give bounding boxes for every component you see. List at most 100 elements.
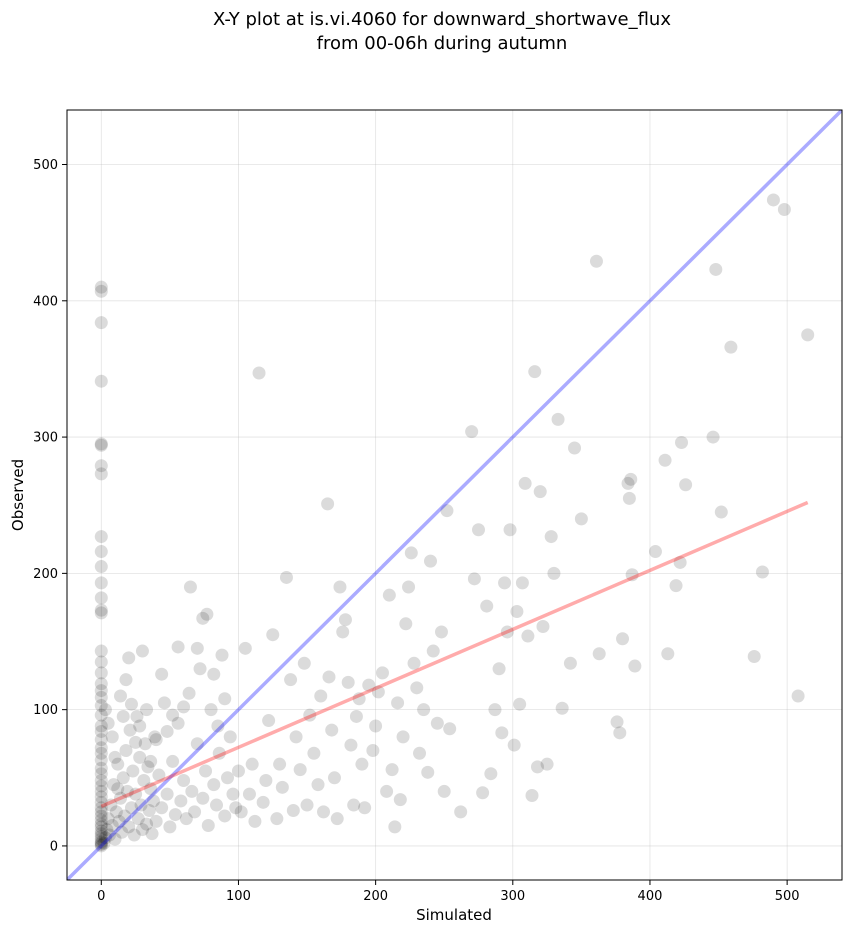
data-point <box>279 570 293 584</box>
data-point <box>140 703 154 717</box>
data-point <box>94 761 108 775</box>
data-point <box>207 667 221 681</box>
data-point <box>94 699 108 713</box>
data-point <box>94 801 108 815</box>
data-point <box>94 784 108 798</box>
data-point <box>589 254 603 268</box>
data-point <box>144 754 158 768</box>
data-point <box>413 746 427 760</box>
data-point <box>396 730 410 744</box>
data-point <box>327 771 341 785</box>
data-point <box>495 726 509 740</box>
data-point <box>105 818 119 832</box>
data-point <box>135 823 149 837</box>
y-tick-label: 400 <box>33 294 58 309</box>
data-point <box>98 831 112 845</box>
data-point <box>791 689 805 703</box>
data-point <box>347 798 361 812</box>
data-point <box>94 280 108 294</box>
data-point <box>137 774 151 788</box>
data-point <box>307 746 321 760</box>
data-point <box>648 545 662 559</box>
data-point <box>393 793 407 807</box>
data-point <box>94 832 108 846</box>
data-point <box>211 719 225 733</box>
data-point <box>101 716 115 730</box>
data-point <box>551 412 565 426</box>
data-point <box>467 572 481 586</box>
data-point <box>130 709 144 723</box>
data-point <box>215 648 229 662</box>
data-point <box>270 812 284 826</box>
data-point <box>402 580 416 594</box>
data-point <box>94 438 108 452</box>
data-point <box>190 641 204 655</box>
data-point <box>289 730 303 744</box>
data-point <box>126 764 140 778</box>
data-point <box>127 828 141 842</box>
data-point <box>94 719 108 733</box>
data-point <box>94 437 108 451</box>
data-point <box>352 692 366 706</box>
grid-lines <box>67 110 842 880</box>
data-point <box>157 696 171 710</box>
data-point <box>430 716 444 730</box>
data-point <box>399 617 413 631</box>
data-point <box>94 827 108 841</box>
data-point <box>109 805 123 819</box>
data-point <box>507 738 521 752</box>
data-point <box>336 625 350 639</box>
data-point <box>94 774 108 788</box>
data-point <box>476 786 490 800</box>
data-point <box>188 805 202 819</box>
data-point <box>388 820 402 834</box>
data-point <box>146 794 160 808</box>
data-point <box>706 430 720 444</box>
data-point <box>103 828 117 842</box>
data-point <box>94 684 108 698</box>
chart-title-line-1: X-Y plot at is.vi.4060 for downward_shor… <box>213 9 671 30</box>
data-point <box>661 647 675 661</box>
data-point <box>314 689 328 703</box>
data-point <box>160 724 174 738</box>
data-point <box>108 750 122 764</box>
data-point <box>533 485 547 499</box>
regression-line <box>100 500 809 809</box>
data-point <box>100 823 114 837</box>
data-point <box>212 746 226 760</box>
data-point <box>321 497 335 511</box>
x-tick-label: 300 <box>500 889 525 904</box>
data-point <box>94 835 108 849</box>
data-point <box>129 787 143 801</box>
data-point <box>116 709 130 723</box>
data-point <box>616 632 630 646</box>
data-point <box>94 644 108 658</box>
data-point <box>94 606 108 620</box>
data-point <box>94 824 108 838</box>
data-point <box>454 805 468 819</box>
data-point <box>421 765 435 779</box>
data-point <box>528 365 542 379</box>
data-point <box>196 791 210 805</box>
data-point <box>115 825 129 839</box>
data-point <box>297 656 311 670</box>
data-point <box>94 838 108 852</box>
data-point <box>163 820 177 834</box>
data-point <box>134 798 148 812</box>
data-point <box>155 801 169 815</box>
data-point <box>210 798 224 812</box>
data-point <box>142 803 156 817</box>
data-point <box>140 817 154 831</box>
data-point <box>94 753 108 767</box>
data-point <box>171 640 185 654</box>
data-point <box>465 425 479 439</box>
data-point <box>273 757 287 771</box>
data-point <box>149 814 163 828</box>
data-point <box>124 697 138 711</box>
chart-title-line-2: from 00-06h during autumn <box>317 33 568 54</box>
data-point <box>116 771 130 785</box>
data-point <box>440 504 454 518</box>
data-point <box>610 715 624 729</box>
data-point <box>190 737 204 751</box>
data-point <box>149 733 163 747</box>
